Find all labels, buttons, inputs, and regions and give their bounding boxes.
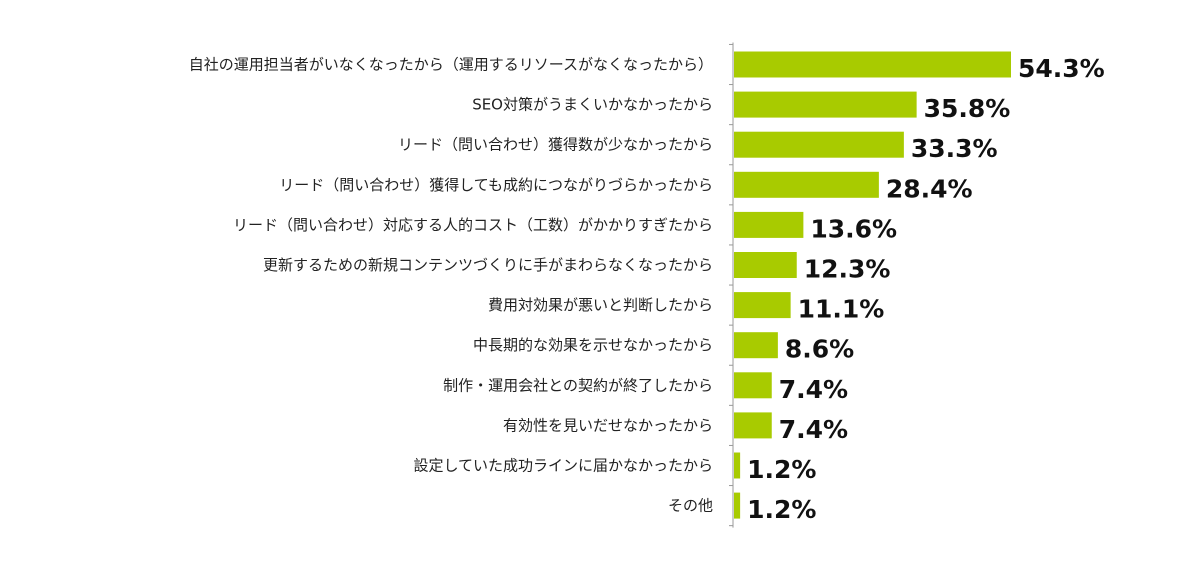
value-label: 1.2% [747, 455, 816, 484]
bar [734, 492, 741, 519]
category-label: 設定していた成功ラインに届かなかったから [413, 457, 713, 475]
category-label: リード（問い合わせ）獲得しても成約につながりづらかったから [279, 176, 713, 194]
category-label: 費用対効果が悪いと判断したから [488, 296, 713, 314]
bar [734, 171, 879, 198]
value-label: 35.8% [924, 94, 1011, 123]
category-label: 中長期的な効果を示せなかったから [473, 336, 713, 354]
value-label: 8.6% [785, 335, 854, 364]
value-label: 28.4% [886, 174, 973, 203]
value-label: 11.1% [798, 295, 885, 324]
bar [734, 372, 772, 399]
value-label: 7.4% [779, 415, 848, 444]
category-label: SEO対策がうまくいかなかったから [472, 96, 713, 114]
category-label: その他 [668, 497, 713, 515]
value-label: 1.2% [747, 495, 816, 524]
bar [734, 211, 804, 238]
bar [734, 452, 741, 479]
category-label: 自社の運用担当者がいなくなったから（運用するリソースがなくなったから） [189, 56, 713, 74]
category-label: 更新するための新規コンテンツづくりに手がまわらなくなったから [263, 256, 713, 274]
bar [734, 91, 917, 118]
value-label: 54.3% [1018, 54, 1105, 83]
bar [734, 131, 904, 158]
category-label: リード（問い合わせ）獲得数が少なかったから [398, 136, 713, 154]
bar [734, 292, 791, 319]
bar [734, 332, 778, 359]
bar [734, 51, 1011, 78]
category-label: 制作・運用会社との契約が終了したから [443, 376, 713, 394]
value-label: 12.3% [804, 255, 891, 284]
category-label: 有効性を見いだせなかったから [503, 416, 713, 434]
bar [734, 252, 797, 278]
bar [734, 412, 772, 439]
value-label: 13.6% [810, 214, 897, 243]
value-label: 7.4% [779, 375, 848, 404]
value-label: 33.3% [911, 134, 998, 163]
category-label: リード（問い合わせ）対応する人的コスト（工数）がかかりすぎたから [233, 216, 713, 234]
